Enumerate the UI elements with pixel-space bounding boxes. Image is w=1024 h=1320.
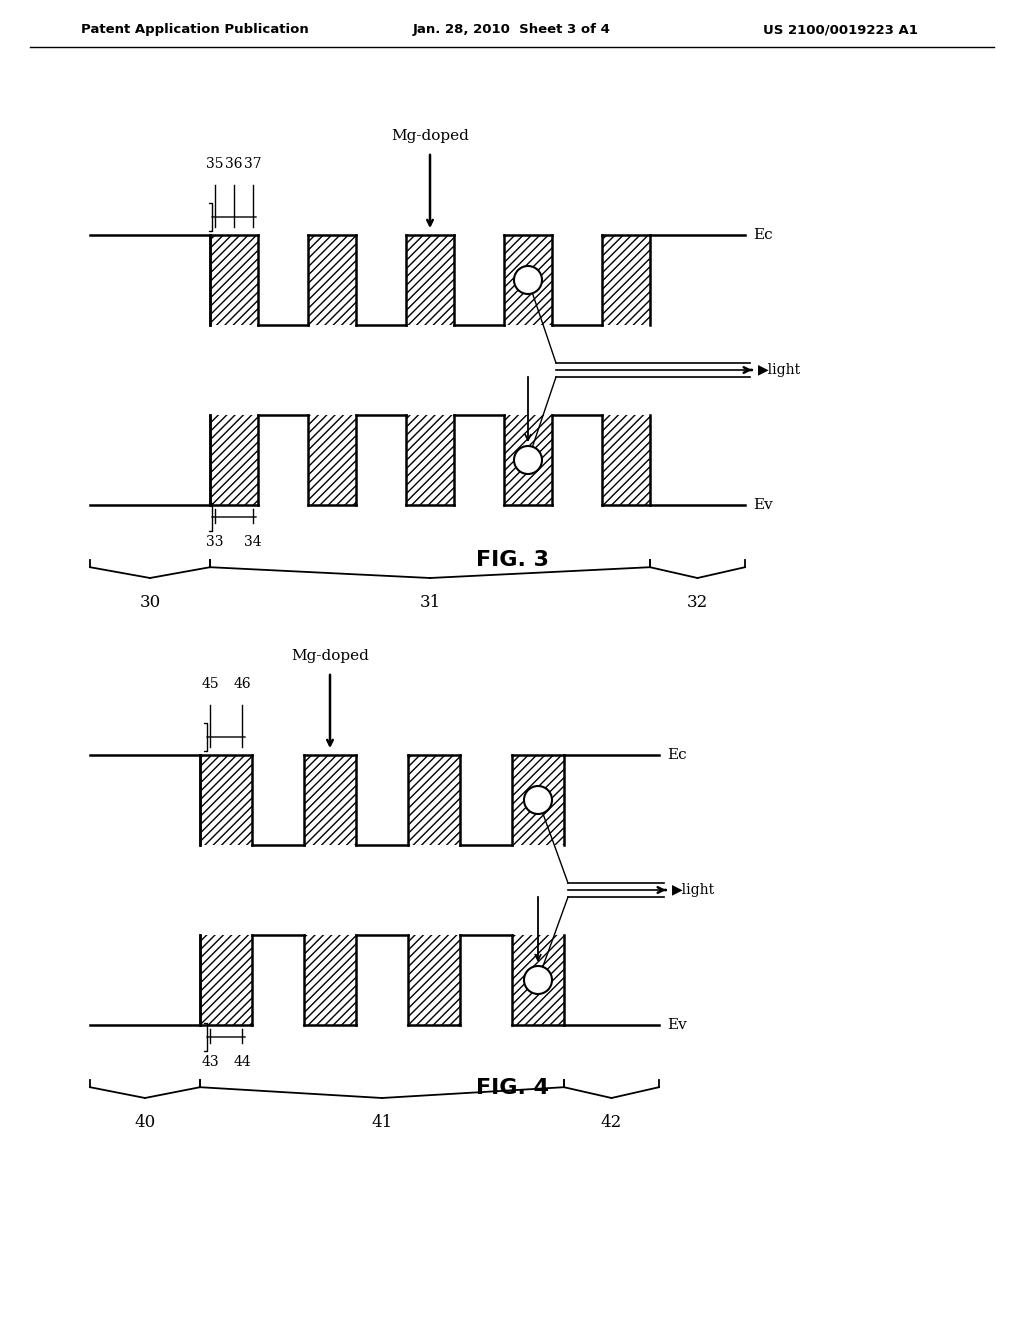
Text: 33: 33 — [206, 535, 224, 549]
Text: −: − — [530, 791, 546, 809]
Text: ▶light: ▶light — [672, 883, 715, 898]
Text: 35: 35 — [206, 157, 224, 172]
Text: Mg-doped: Mg-doped — [391, 129, 469, 143]
Bar — [200, 755, 252, 845]
Text: +: + — [520, 450, 537, 470]
Bar — [304, 935, 356, 1026]
Text: 30: 30 — [139, 594, 161, 611]
Text: 32: 32 — [687, 594, 709, 611]
Text: 44: 44 — [233, 1055, 251, 1069]
Circle shape — [524, 785, 552, 814]
Bar — [602, 414, 650, 506]
Text: Ev: Ev — [753, 498, 773, 512]
Bar — [602, 235, 650, 325]
Text: +: + — [529, 970, 546, 990]
Bar — [210, 414, 258, 506]
Circle shape — [524, 966, 552, 994]
Bar — [504, 414, 552, 506]
Circle shape — [514, 267, 542, 294]
Text: FIG. 4: FIG. 4 — [475, 1078, 549, 1098]
Text: ▶light: ▶light — [758, 363, 801, 378]
Text: 45: 45 — [201, 677, 219, 690]
Bar — [408, 935, 460, 1026]
Bar — [304, 755, 356, 845]
Bar — [200, 935, 252, 1026]
Text: Jan. 28, 2010  Sheet 3 of 4: Jan. 28, 2010 Sheet 3 of 4 — [413, 24, 611, 37]
Bar — [504, 235, 552, 325]
Text: US 2100/0019223 A1: US 2100/0019223 A1 — [763, 24, 918, 37]
Text: Patent Application Publication: Patent Application Publication — [81, 24, 309, 37]
Text: Mg-doped: Mg-doped — [291, 649, 369, 663]
Text: 42: 42 — [601, 1114, 623, 1131]
Bar — [406, 235, 454, 325]
Bar — [408, 755, 460, 845]
Bar — [308, 235, 356, 325]
Text: 37: 37 — [244, 157, 262, 172]
Bar — [308, 414, 356, 506]
Text: 36: 36 — [225, 157, 243, 172]
Text: FIG. 3: FIG. 3 — [475, 550, 549, 570]
Bar — [512, 755, 564, 845]
Text: 41: 41 — [372, 1114, 392, 1131]
Text: 34: 34 — [244, 535, 262, 549]
Text: 40: 40 — [134, 1114, 156, 1131]
Text: Ec: Ec — [667, 748, 687, 762]
Circle shape — [514, 446, 542, 474]
Bar — [210, 235, 258, 325]
Text: 31: 31 — [420, 594, 440, 611]
Text: 43: 43 — [201, 1055, 219, 1069]
Text: Ev: Ev — [667, 1018, 687, 1032]
Text: Ec: Ec — [753, 228, 773, 242]
Bar — [512, 935, 564, 1026]
Bar — [406, 414, 454, 506]
Text: −: − — [520, 271, 536, 289]
Text: 46: 46 — [233, 677, 251, 690]
